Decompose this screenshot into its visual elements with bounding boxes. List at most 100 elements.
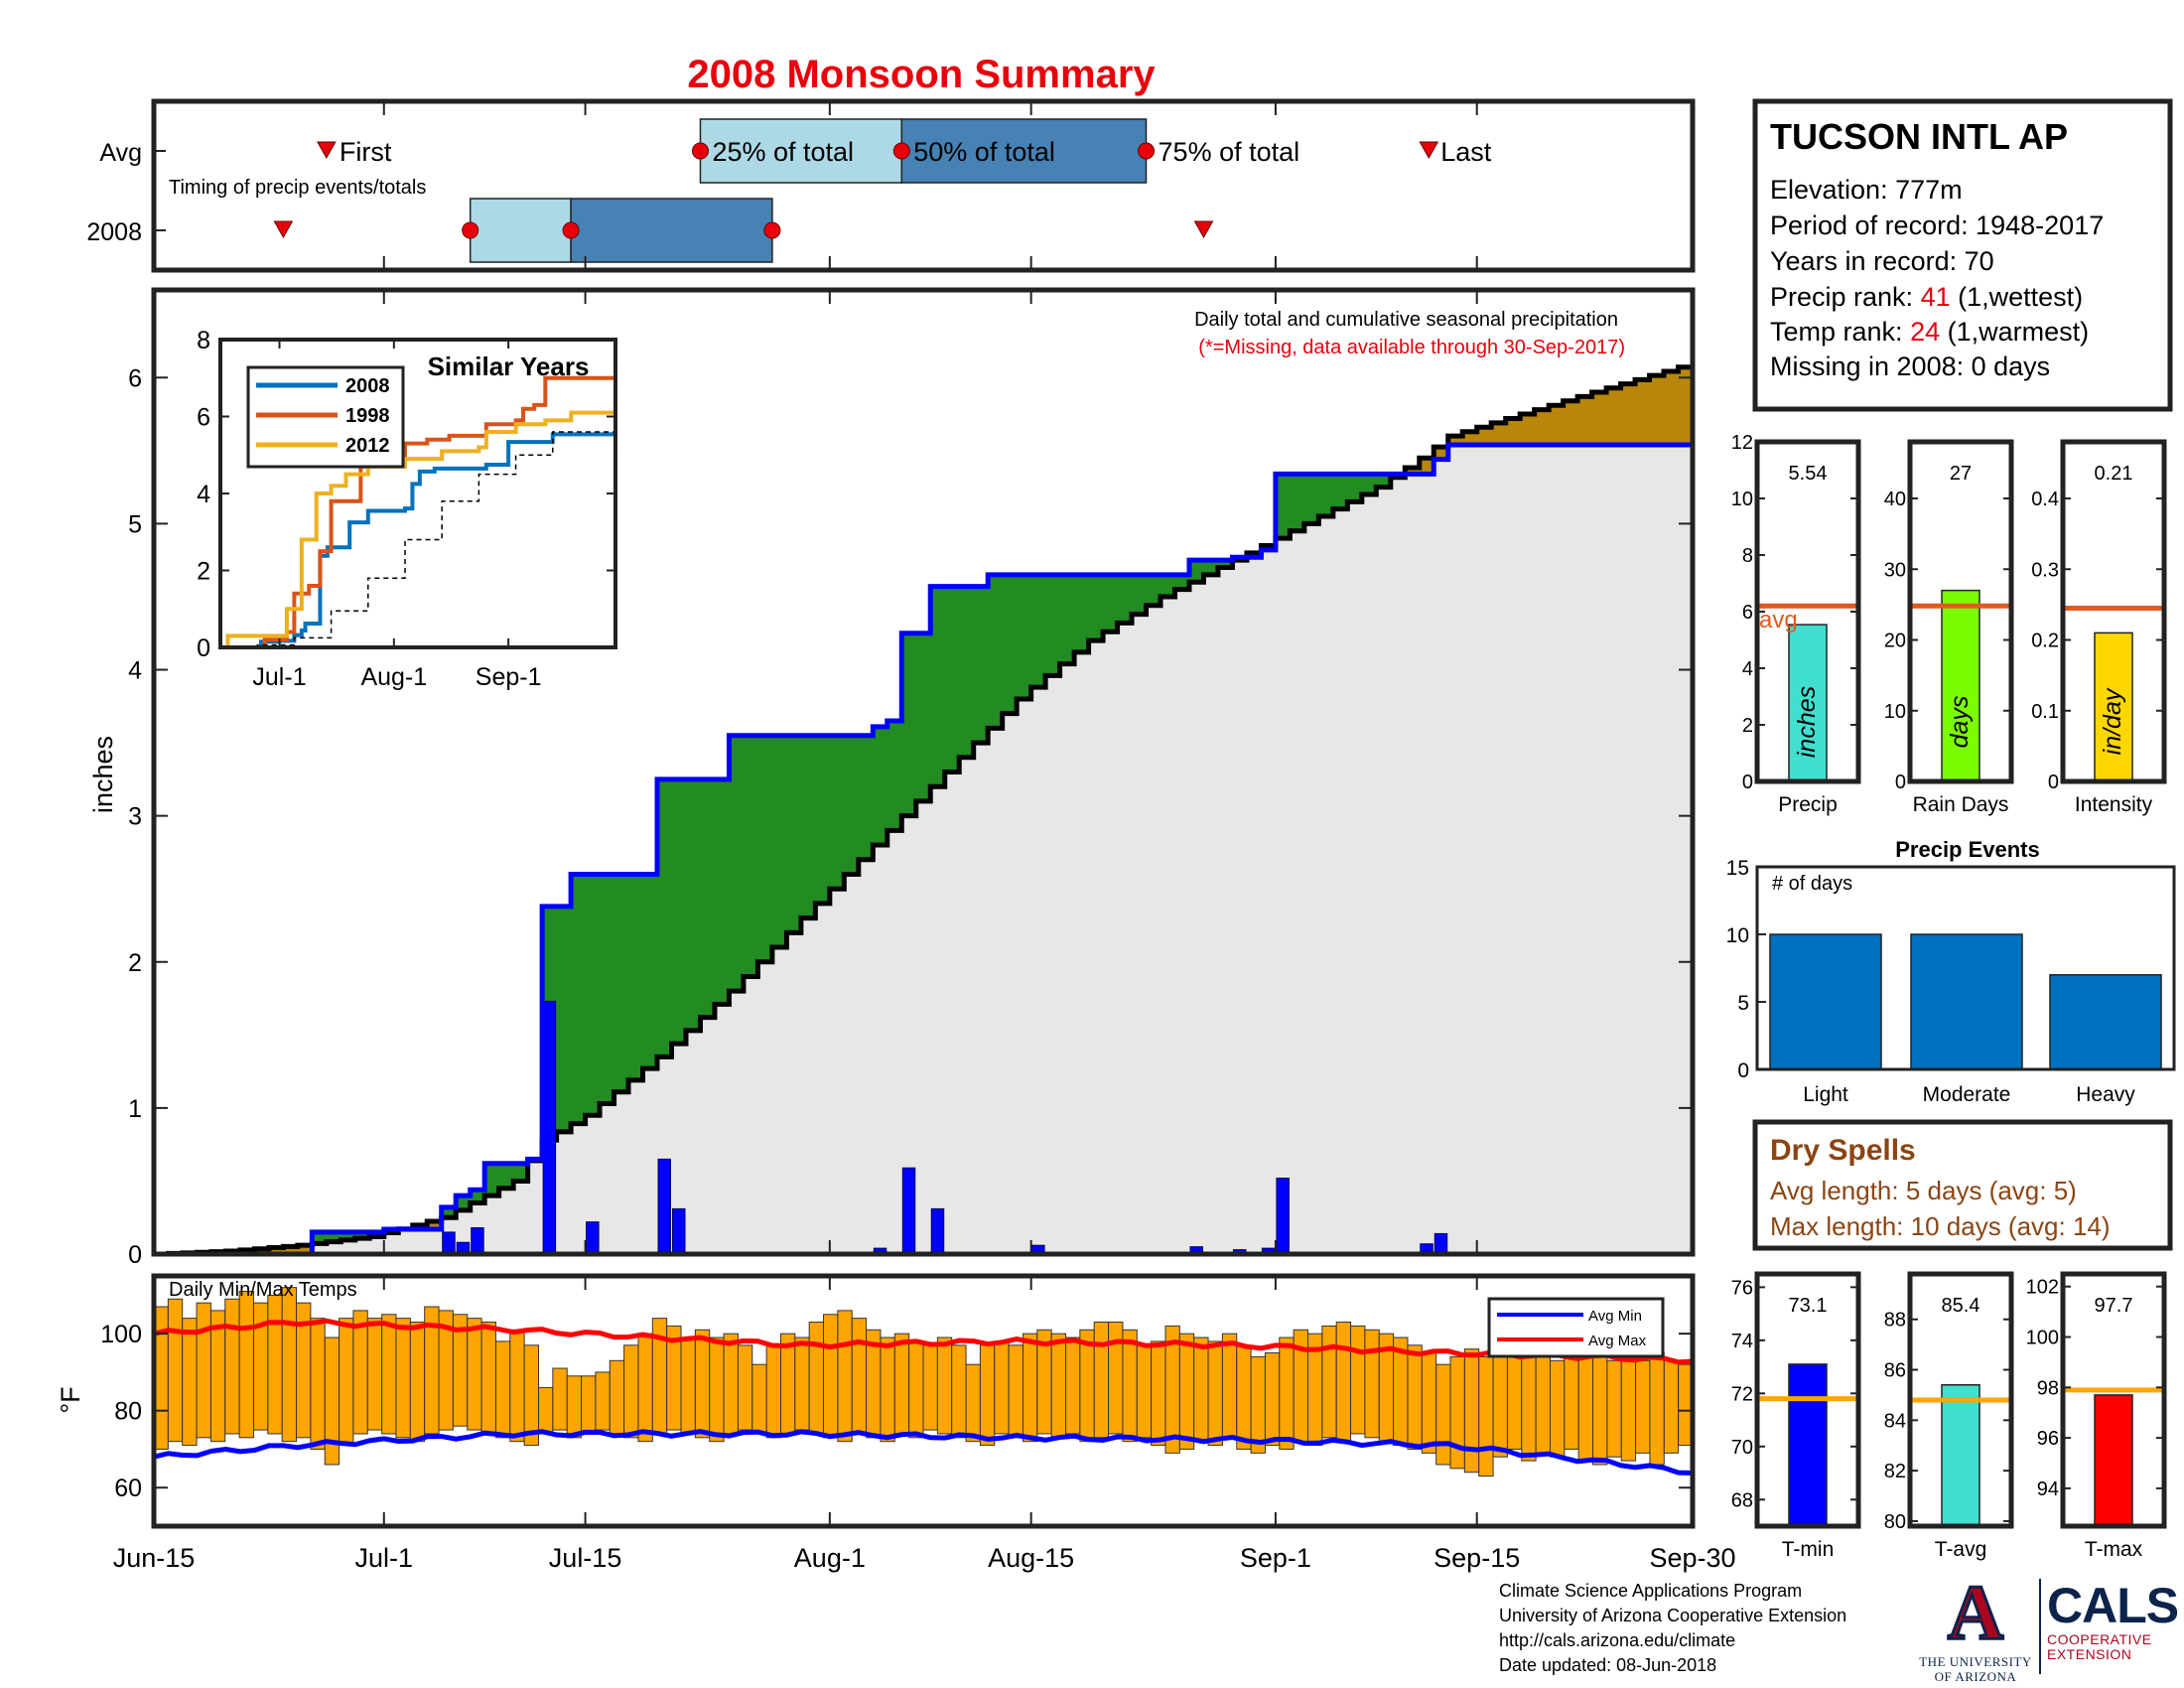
summary-ytick-label-2-4: 0.4: [2031, 489, 2059, 510]
below-avg-day-89: [1433, 447, 1449, 460]
temp-bar-31: [595, 1371, 611, 1431]
above-avg-day-55: [944, 586, 960, 773]
avg-q50-label: 50% of total: [913, 137, 1055, 167]
summary-bar-t-min: [1788, 1363, 1828, 1527]
station-precip-rank: Precip rank: 41 (1,wettest): [1770, 282, 2083, 312]
similar-years-inset: 0 2 4 6 8 Jul-1 Aug-1 Sep-1 Similar Years 2008 199…: [197, 327, 617, 691]
temp-bar-100: [1577, 1352, 1594, 1462]
summary-ytick-label-1-2: 20: [1884, 631, 1906, 652]
temp-bar-25: [509, 1329, 525, 1443]
above-avg-day-67: [1117, 574, 1133, 624]
below-avg-day-99: [1577, 396, 1593, 445]
above-avg-day-51: [887, 721, 902, 831]
main-note: Daily total and cumulative seasonal prec…: [1194, 309, 1618, 331]
temp-bar-48: [837, 1310, 853, 1443]
summary-frame-2: [2060, 1271, 2167, 1529]
temp-bar-101: [1592, 1355, 1608, 1466]
footer-link[interactable]: http://cals.arizona.edu/climate: [1499, 1630, 1736, 1650]
avg-last-marker: [1419, 141, 1439, 160]
temp-bar-8: [267, 1294, 283, 1435]
below-avg-day-88: [1419, 458, 1434, 475]
temp-bar-97: [1535, 1355, 1551, 1454]
above-avg-day-12: [326, 1231, 341, 1242]
temp-bar-77: [1250, 1355, 1266, 1454]
temp-bar-16: [381, 1314, 397, 1435]
summary-unit-2: in/day: [2099, 687, 2126, 755]
temps-legend: [1487, 1297, 1665, 1358]
temp-bar-17: [395, 1318, 411, 1439]
above-avg-day-11: [312, 1231, 328, 1244]
inset-xtick-label-1: Aug-1: [360, 663, 427, 691]
event-bar-light: [1769, 933, 1882, 1070]
above-avg-day-46: [815, 735, 831, 904]
avg-cumulative-fill: [154, 362, 1693, 1254]
summary-ytick-label-0-2: 72: [1731, 1383, 1753, 1405]
events-frame: [1755, 865, 2176, 1071]
temp-bar-82: [1321, 1325, 1337, 1439]
below-avg-day-106: [1678, 366, 1694, 445]
above-avg-day-85: [1376, 474, 1392, 488]
cals-line2: EXTENSION: [2047, 1646, 2132, 1662]
summary-category-2: Intensity: [2075, 793, 2153, 816]
main-ytick-label-5: 5: [128, 510, 142, 538]
events-ytick-label-1: 5: [1737, 992, 1749, 1015]
year-first-marker: [273, 220, 294, 239]
above-avg-day-60: [1017, 574, 1032, 699]
xtick-label-1: Jul-1: [355, 1543, 414, 1573]
summary-ytick-label-0-2: 4: [1742, 658, 1753, 680]
above-avg-day-25: [513, 1163, 529, 1182]
temp-bar-88: [1407, 1344, 1423, 1450]
temp-bar-105: [1649, 1352, 1665, 1466]
year-q25-q50-box: [469, 198, 572, 263]
summary-value-2: 0.21: [2095, 463, 2133, 485]
above-avg-day-45: [800, 735, 816, 918]
temp-bar-33: [623, 1344, 639, 1439]
temp-bar-46: [808, 1322, 825, 1435]
temp-bar-40: [723, 1333, 739, 1435]
above-avg-day-82: [1332, 474, 1348, 509]
summary-ytick-label-0-0: 68: [1731, 1489, 1753, 1511]
event-category-1: Moderate: [1923, 1083, 2011, 1106]
below-avg-day-87: [1405, 467, 1421, 475]
temp-bar-45: [794, 1336, 810, 1431]
main-missing-note: (*=Missing, data available through 30-Se…: [1198, 337, 1625, 358]
events-title: Precip Events: [1895, 837, 2040, 862]
cals-logo: CALS COOPERATIVE EXTENSION: [2047, 1579, 2179, 1662]
below-avg-day-9: [283, 1246, 299, 1254]
summary-ytick-label-0-5: 10: [1731, 489, 1753, 510]
avg-q25-q50-box: [699, 118, 903, 184]
below-avg-day-101: [1606, 387, 1622, 445]
summary-ytick-label-1-3: 30: [1884, 559, 1906, 581]
temp-bar-93: [1478, 1355, 1494, 1477]
above-avg-day-20: [441, 1206, 457, 1218]
temp-bar-55: [936, 1336, 953, 1435]
event-bar-heavy: [2049, 974, 2162, 1070]
summary-ytick-label-2-3: 0.3: [2031, 559, 2059, 581]
dry-spells-avg: Avg length: 5 days (avg: 5): [1770, 1176, 2077, 1205]
temps-ytick-label-1: 80: [114, 1398, 142, 1426]
inset-legend-label-2012: 2012: [345, 435, 390, 457]
temp-bar-2: [182, 1318, 198, 1447]
station-name: TUCSON INTL AP: [1770, 116, 2068, 157]
summary-ytick-label-2-2: 0.2: [2031, 631, 2059, 652]
summary-value-2: 97.7: [2095, 1295, 2133, 1317]
above-avg-day-70: [1160, 574, 1176, 597]
below-avg-day-91: [1462, 431, 1478, 445]
summary-ytick-label-0-4: 76: [1731, 1277, 1753, 1299]
daily-precip-bar-0: [442, 1231, 456, 1255]
above-avg-day-80: [1303, 474, 1319, 524]
xtick-label-2: Jul-15: [549, 1543, 622, 1573]
summary-frame-1: [1907, 1271, 2014, 1529]
cals-line1: COOPERATIVE: [2047, 1631, 2152, 1647]
main-ytick-label-0: 0: [128, 1241, 142, 1269]
summary-category-1: T-avg: [1935, 1538, 1987, 1561]
temp-bar-44: [779, 1333, 796, 1435]
below-avg-day-105: [1664, 370, 1680, 445]
temp-bar-84: [1350, 1325, 1366, 1435]
above-avg-day-78: [1275, 474, 1291, 539]
temp-bar-65: [1079, 1329, 1095, 1443]
timing-caption: Timing of precip events/totals: [169, 177, 426, 199]
temp-bar-28: [552, 1367, 568, 1431]
station-elevation: Elevation: 777m: [1770, 175, 1963, 205]
